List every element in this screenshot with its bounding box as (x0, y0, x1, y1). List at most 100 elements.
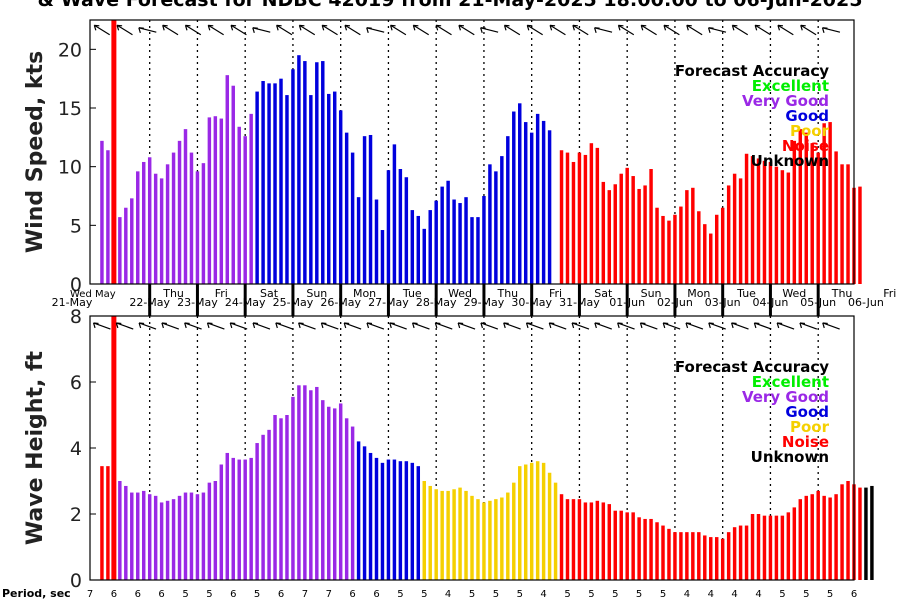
wind-bar (643, 185, 647, 284)
wind-bar (159, 178, 164, 284)
wind-bar (529, 132, 534, 284)
wind-bar (470, 217, 474, 284)
period-value: 5 (612, 589, 618, 600)
wave-bar (613, 510, 617, 580)
wave-bar (553, 482, 558, 580)
wind-bar (106, 150, 110, 284)
wind-bar (183, 129, 188, 284)
wave-bar (165, 500, 170, 580)
wind-bar (589, 143, 594, 284)
wind-bar (822, 123, 826, 284)
wind-arrow-icon (617, 24, 635, 36)
wave-bar (464, 490, 468, 580)
wave-bar (500, 497, 504, 580)
period-value: 5 (469, 589, 475, 600)
wave-bar (643, 518, 647, 580)
wind-bar (500, 156, 504, 284)
wind-bar (506, 136, 510, 284)
wave-bar (577, 499, 582, 580)
wave-bar (512, 482, 516, 580)
date-label: 04-Jun (753, 296, 789, 309)
wind-arrow-icon (777, 24, 794, 36)
wave-bar (828, 497, 832, 580)
weekday-label: Thu (162, 287, 184, 300)
date-label: 01-Jun (609, 296, 645, 309)
wave-arrow-icon (434, 322, 453, 330)
wave-bar (559, 494, 564, 580)
wind-bar (798, 129, 803, 284)
wind-frame (89, 19, 855, 285)
wave-bar (189, 492, 194, 580)
chart-title: & Wave Forecast for NDBC 42019 from 21-M… (38, 0, 863, 11)
wave-bar (380, 462, 385, 580)
wind-ytick-label: 20 (58, 39, 82, 61)
wave-bar (547, 472, 552, 580)
wave-bar (267, 429, 271, 580)
date-label: 25-May (273, 296, 314, 309)
date-label: 06-Jun (848, 296, 884, 309)
wind-bar (655, 207, 659, 284)
weekday-label: Fri (549, 287, 562, 300)
wind-arrow-icon (686, 24, 703, 36)
weekday-label: Thu (831, 287, 853, 300)
wave-bar (619, 510, 623, 580)
period-value: 5 (588, 589, 594, 600)
wave-bar (810, 494, 814, 580)
wave-bar (279, 418, 283, 580)
wind-ytick-label: 15 (58, 98, 82, 120)
wind-bar (685, 190, 689, 284)
period-value: 4 (445, 589, 451, 600)
wind-bar (756, 158, 761, 284)
wave-bar (846, 481, 850, 580)
wind-arrow-icon (366, 27, 385, 33)
wave-legend-item: Excellent (752, 373, 829, 391)
weekday-label: Sun (306, 287, 327, 300)
wind-bar (350, 152, 355, 284)
wind-bar (523, 122, 528, 284)
wave-bar (798, 499, 803, 580)
wave-legend-title: Forecast Accuracy (675, 358, 829, 376)
weekday-label: Sun (641, 287, 662, 300)
wave-bar (368, 452, 373, 580)
wave-bar (255, 443, 259, 580)
wave-arrow-icon (525, 322, 544, 330)
weekday-label: Mon (687, 287, 710, 300)
wave-arrow-icon (138, 322, 157, 330)
wind-bar (774, 166, 779, 284)
wave-bar (589, 502, 594, 580)
wind-arrow-icon (503, 24, 521, 36)
wave-bar (726, 532, 731, 580)
wind-bar (649, 169, 653, 284)
wind-bar (273, 83, 277, 284)
wave-bars (100, 316, 874, 580)
wave-bar (303, 385, 307, 580)
wave-bar (225, 452, 230, 580)
wave-bar (249, 457, 253, 580)
wave-now-marker (111, 316, 117, 580)
wind-bar (494, 171, 498, 284)
wave-bar (607, 504, 612, 580)
wave-arrow-icon (708, 322, 726, 330)
wave-bar (452, 489, 456, 580)
wind-bar (816, 152, 820, 284)
wind-ytick-label: 10 (58, 157, 82, 179)
wind-bar (416, 215, 421, 284)
wind-legend-title: Forecast Accuracy (675, 62, 829, 80)
wave-arrow-icon (298, 322, 316, 330)
wind-ytick-label: 5 (70, 215, 82, 237)
wave-bar (476, 499, 480, 580)
wind-arrow-icon (184, 24, 202, 36)
wind-bar (285, 95, 289, 284)
wave-bar (219, 464, 224, 580)
wind-bar (398, 169, 403, 284)
wind-arrow-icon (640, 24, 657, 36)
wave-arrow-icon (685, 322, 704, 330)
wind-bar (482, 196, 486, 284)
wind-arrow-icon (707, 27, 727, 33)
wind-arrow-icon (344, 24, 361, 36)
wave-ytick-label: 0 (70, 570, 82, 592)
wave-arrow-icon (594, 322, 612, 330)
date-label: 05-Jun (800, 296, 836, 309)
wind-bar (786, 172, 791, 284)
